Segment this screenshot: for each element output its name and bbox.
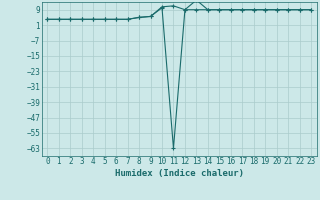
X-axis label: Humidex (Indice chaleur): Humidex (Indice chaleur) <box>115 169 244 178</box>
